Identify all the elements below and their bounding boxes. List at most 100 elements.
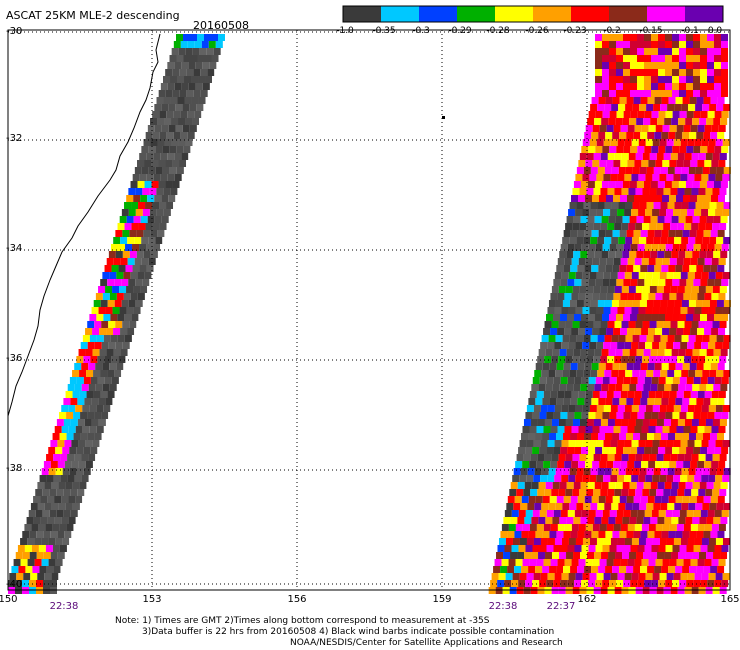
swath-cell	[558, 286, 566, 293]
swath-cell	[680, 342, 688, 349]
swath-cell	[153, 174, 161, 181]
swath-cell	[704, 391, 712, 398]
swath-cell	[601, 118, 609, 125]
swath-cell	[621, 454, 629, 461]
swath-cell	[677, 188, 685, 195]
swath-cell	[606, 160, 614, 167]
swath-cell	[95, 363, 103, 370]
swath-cell	[721, 377, 729, 384]
swath-cell	[574, 244, 582, 251]
swath-cell	[539, 447, 547, 454]
swath-cell	[570, 265, 578, 272]
swath-cell	[98, 398, 106, 405]
swath-cell	[154, 216, 162, 223]
swath-cell	[624, 405, 632, 412]
swath-cell	[519, 475, 527, 482]
swath-cell	[652, 307, 660, 314]
swath-cell	[595, 314, 603, 321]
swath-cell	[46, 566, 54, 573]
swath-cell	[567, 510, 575, 517]
swath-cell	[195, 83, 203, 90]
swath-cell	[49, 489, 57, 496]
swath-cell	[123, 272, 131, 279]
swath-cell	[562, 237, 570, 244]
swath-cell	[597, 335, 605, 342]
swath-cell	[510, 517, 518, 524]
swath-cell	[670, 356, 678, 363]
swath-cell	[41, 468, 49, 475]
swath-cell	[180, 41, 188, 48]
swath-cell	[700, 314, 708, 321]
swath-cell	[165, 160, 173, 167]
swath-cell	[128, 209, 136, 216]
swath-cell	[616, 447, 624, 454]
swath-cell	[110, 314, 118, 321]
swath-cell	[718, 293, 726, 300]
swath-cell	[630, 412, 638, 419]
swath-cell	[571, 258, 579, 265]
swath-cell	[610, 307, 618, 314]
swath-cell	[568, 307, 576, 314]
swath-cell	[133, 286, 141, 293]
swath-cell	[39, 566, 47, 573]
swath-cell	[672, 146, 680, 153]
swath-cell	[573, 181, 581, 188]
swath-cell	[15, 552, 23, 559]
swath-cell	[576, 468, 584, 475]
swath-cell	[574, 580, 582, 587]
swath-cell	[719, 419, 727, 426]
swath-cell	[683, 461, 691, 468]
swath-cell	[83, 377, 91, 384]
swath-cell	[34, 538, 42, 545]
swath-cell	[704, 426, 712, 433]
swath-cell	[136, 230, 144, 237]
swath-cell	[609, 34, 616, 41]
swath-cell	[630, 447, 638, 454]
swath-cell	[651, 111, 659, 118]
swath-cell	[624, 209, 632, 216]
swath-cell	[710, 132, 718, 139]
swath-cell	[640, 566, 648, 573]
swath-cell	[658, 510, 666, 517]
swath-cell	[658, 244, 666, 251]
colorbar-label: -0.35	[372, 26, 396, 36]
swath-cell	[596, 573, 604, 580]
swath-cell	[672, 34, 679, 41]
swath-cell	[713, 251, 721, 258]
swath-cell	[631, 209, 639, 216]
swath-cell	[676, 426, 684, 433]
swath-cell	[596, 139, 604, 146]
swath-cell	[117, 335, 125, 342]
swath-cell	[615, 482, 623, 489]
swath-cell	[525, 510, 533, 517]
swath-cell	[599, 125, 607, 132]
swath-cell	[533, 538, 541, 545]
swath-cell	[161, 104, 169, 111]
swath-cell	[701, 405, 709, 412]
swath-cell	[130, 293, 138, 300]
swath-cell	[723, 300, 731, 307]
swath-cell	[177, 97, 185, 104]
swath-cell	[723, 370, 731, 377]
swath-cell	[652, 272, 660, 279]
swath-cell	[709, 237, 717, 244]
swath-cell	[711, 461, 719, 468]
swath-cell	[150, 118, 158, 125]
swath-cell	[665, 279, 673, 286]
swath-cell	[65, 482, 73, 489]
swath-cell	[575, 272, 583, 279]
swath-cell	[622, 251, 630, 258]
swath-cell	[588, 412, 596, 419]
swath-cell	[574, 314, 582, 321]
swath-cell	[721, 314, 729, 321]
swath-cell	[610, 405, 618, 412]
swath-cell	[693, 34, 700, 41]
coastline	[7, 33, 161, 417]
swath-cell	[668, 230, 676, 237]
swath-cell	[554, 538, 562, 545]
swath-cell	[631, 272, 639, 279]
swath-cell	[630, 83, 637, 90]
swath-cell	[609, 545, 617, 552]
swath-cell	[159, 202, 167, 209]
swath-cell	[560, 244, 568, 251]
